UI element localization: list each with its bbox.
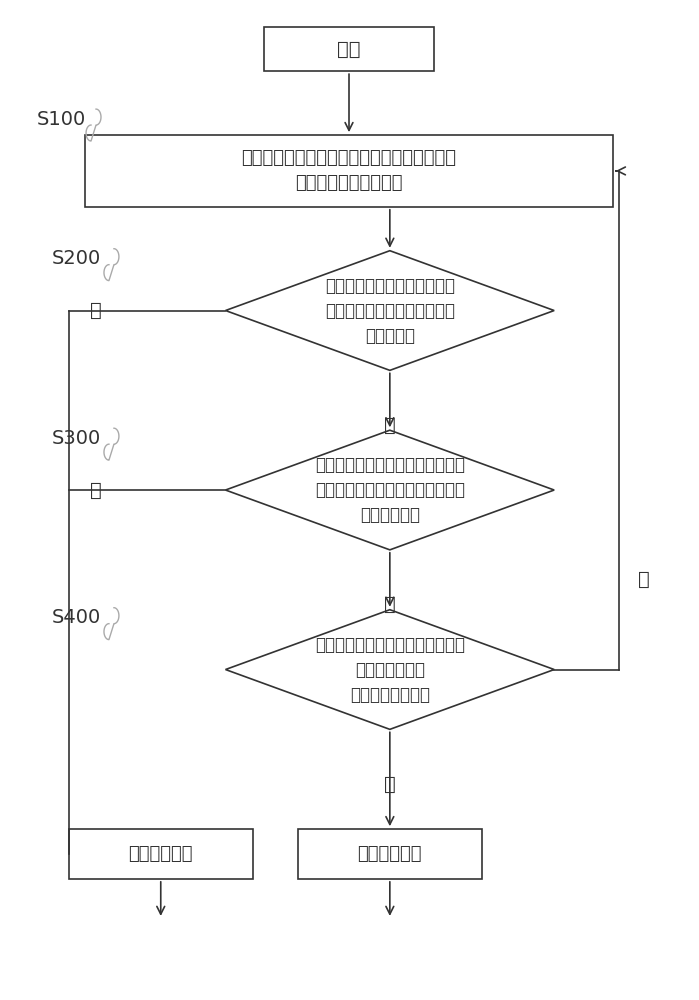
Text: 判断没有出现故障的温度传感器检
测的温度是否至少有一个温度小于
第一温度限值: 判断没有出现故障的温度传感器检 测的温度是否至少有一个温度小于 第一温度限值 bbox=[315, 456, 465, 524]
Text: 是: 是 bbox=[90, 481, 102, 500]
Bar bbox=[69, 829, 253, 879]
Text: S300: S300 bbox=[52, 429, 101, 448]
Text: 进入防冻模式: 进入防冻模式 bbox=[129, 845, 193, 863]
Text: 采集第一温度传感器、第二温度传感器和第三
温度传感器检测的温度: 采集第一温度传感器、第二温度传感器和第三 温度传感器检测的温度 bbox=[241, 149, 456, 192]
Text: 判断没有出现故障的温度传感器检
测的温度是否均
大于第二温度限值: 判断没有出现故障的温度传感器检 测的温度是否均 大于第二温度限值 bbox=[315, 636, 465, 704]
Text: S100: S100 bbox=[36, 110, 86, 129]
Text: 退出防冻模式: 退出防冻模式 bbox=[358, 845, 422, 863]
Polygon shape bbox=[226, 251, 554, 370]
Bar bbox=[85, 135, 613, 207]
Bar bbox=[298, 829, 482, 879]
Text: 是: 是 bbox=[384, 775, 396, 794]
Text: 判断第一温度传感器、第二温
度传感器和第三温度传感器是
否出现故障: 判断第一温度传感器、第二温 度传感器和第三温度传感器是 否出现故障 bbox=[325, 277, 455, 345]
Text: 开始: 开始 bbox=[337, 40, 361, 59]
Bar bbox=[264, 27, 433, 71]
Polygon shape bbox=[226, 430, 554, 550]
Text: S400: S400 bbox=[52, 608, 101, 627]
Text: 否: 否 bbox=[384, 595, 396, 614]
Polygon shape bbox=[226, 610, 554, 729]
Text: 否: 否 bbox=[384, 416, 396, 435]
Text: 否: 否 bbox=[638, 570, 649, 589]
Text: S200: S200 bbox=[52, 249, 101, 268]
Text: 是: 是 bbox=[90, 301, 102, 320]
